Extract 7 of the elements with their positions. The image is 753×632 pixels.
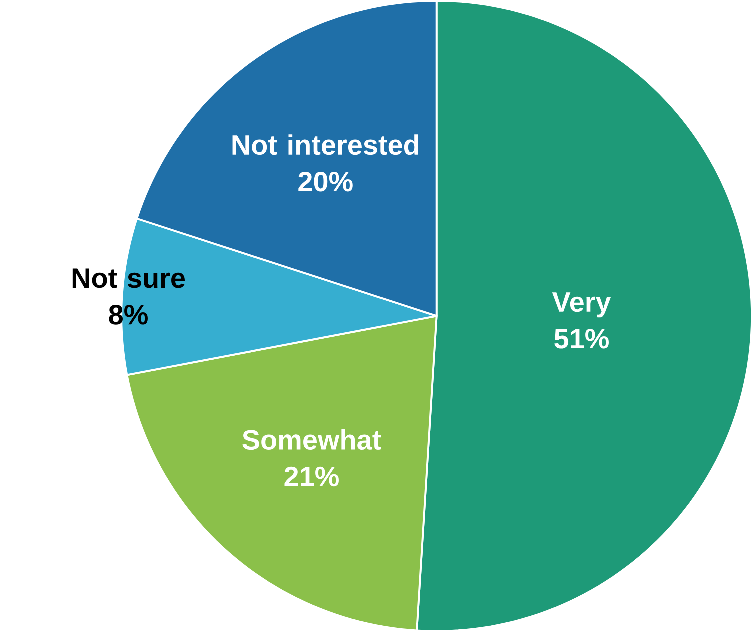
slice-label: Very (552, 292, 612, 318)
slice-label: Not interested (232, 134, 419, 155)
slice-label: Somewhat (242, 429, 382, 450)
slice-label: Not sure (72, 268, 186, 288)
data-label: 21% (284, 466, 339, 486)
data-label: 51% (554, 328, 609, 349)
data-label: 20% (298, 172, 353, 192)
